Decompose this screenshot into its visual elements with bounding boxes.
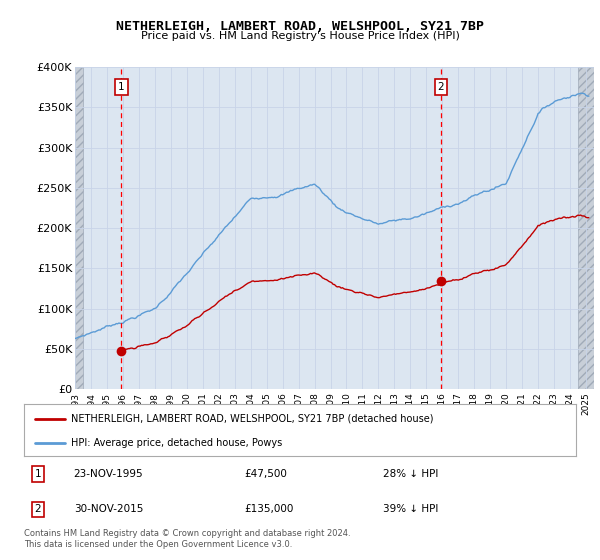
Text: NETHERLEIGH, LAMBERT ROAD, WELSHPOOL, SY21 7BP (detached house): NETHERLEIGH, LAMBERT ROAD, WELSHPOOL, SY…	[71, 414, 433, 424]
Text: 28% ↓ HPI: 28% ↓ HPI	[383, 469, 438, 479]
Bar	[75, 67, 83, 389]
Text: £47,500: £47,500	[245, 469, 287, 479]
Text: Contains HM Land Registry data © Crown copyright and database right 2024.
This d: Contains HM Land Registry data © Crown c…	[24, 529, 350, 549]
Text: 23-NOV-1995: 23-NOV-1995	[74, 469, 143, 479]
Text: 39% ↓ HPI: 39% ↓ HPI	[383, 505, 438, 515]
Text: 2: 2	[438, 82, 445, 92]
Text: 1: 1	[118, 82, 125, 92]
Text: NETHERLEIGH, LAMBERT ROAD, WELSHPOOL, SY21 7BP: NETHERLEIGH, LAMBERT ROAD, WELSHPOOL, SY…	[116, 20, 484, 32]
Text: HPI: Average price, detached house, Powys: HPI: Average price, detached house, Powy…	[71, 438, 282, 449]
Text: 1: 1	[34, 469, 41, 479]
Bar	[578, 67, 594, 389]
Text: 30-NOV-2015: 30-NOV-2015	[74, 505, 143, 515]
Text: £135,000: £135,000	[245, 505, 294, 515]
Text: Price paid vs. HM Land Registry's House Price Index (HPI): Price paid vs. HM Land Registry's House …	[140, 31, 460, 41]
Text: 2: 2	[34, 505, 41, 515]
